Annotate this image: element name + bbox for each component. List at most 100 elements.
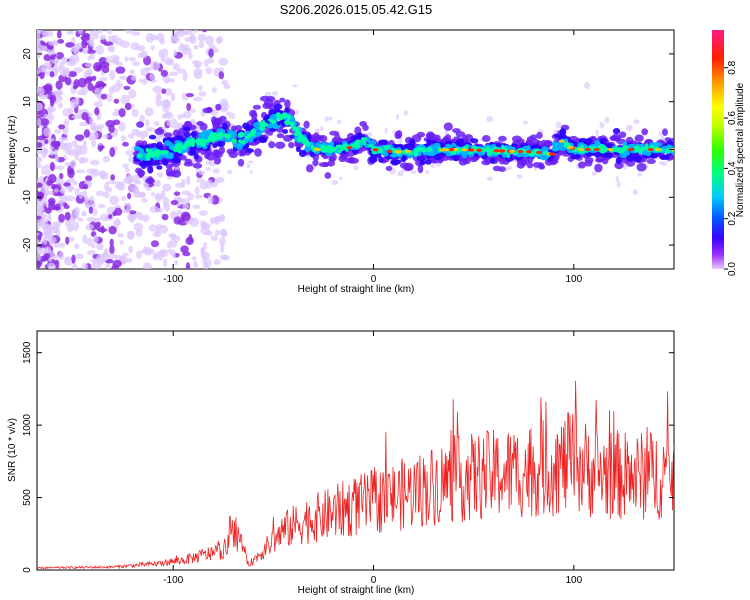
spectrogram-noise-blob	[109, 45, 115, 53]
spectrogram-noise-blob	[213, 47, 219, 54]
bottom-y-tick-label: 0	[22, 567, 33, 573]
spectrogram-noise-blob	[197, 33, 207, 42]
spectrogram-ridge-blob	[241, 140, 246, 145]
spectrogram-noise-blob	[145, 126, 156, 132]
spectrogram-ridge-blob	[183, 126, 190, 132]
spectrogram-noise-blob	[130, 42, 140, 51]
spectrogram-noise-blob	[637, 172, 643, 177]
spectrogram-noise-blob	[67, 236, 75, 242]
spectrogram-ridge-blob	[614, 161, 624, 170]
spectrogram-noise-blob	[194, 186, 200, 195]
spectrogram-noise-blob	[109, 70, 116, 80]
spectrogram-noise-blob	[128, 57, 137, 62]
spectrogram-peak-blob	[386, 149, 393, 154]
spectrogram-ridge-blob	[237, 158, 245, 167]
spectrogram-noise-blob	[295, 109, 300, 116]
spectrogram-ridge-blob	[329, 130, 340, 136]
spectrogram-noise-blob	[160, 99, 171, 108]
spectrogram-ridge-blob	[481, 134, 491, 142]
spectrogram-ridge-blob	[540, 155, 548, 161]
spectrogram-noise-blob	[212, 168, 220, 174]
spectrogram-ridge-blob	[232, 142, 241, 148]
spectrogram-ridge-blob	[615, 156, 622, 165]
spectrogram-ridge-blob	[538, 162, 545, 169]
spectrogram-noise-blob	[50, 140, 61, 148]
spectrogram-noise-blob	[118, 121, 126, 132]
spectrogram-noise-blob	[191, 256, 197, 261]
spectrogram-noise-blob	[125, 167, 130, 173]
spectrogram-noise-blob	[154, 192, 163, 202]
spectrogram-noise-blob	[183, 30, 193, 35]
spectrogram-ridge-blob	[267, 118, 273, 122]
spectrogram-noise-blob	[63, 204, 70, 210]
spectrogram-peak-blob	[525, 150, 532, 154]
spectrogram-ridge-blob	[362, 140, 367, 146]
spectrogram-ridge-blob	[500, 144, 505, 150]
spectrogram-ridge-blob	[623, 151, 631, 156]
spectrogram-noise-blob	[48, 236, 54, 247]
spectrogram-ridge-blob	[239, 147, 247, 157]
spectrogram-ridge-blob	[282, 129, 289, 134]
spectrogram-noise-blob	[160, 69, 169, 77]
spectrogram-ridge-blob	[293, 131, 300, 136]
spectrogram-noise-blob	[94, 107, 100, 116]
spectrogram-noise-blob	[124, 56, 129, 63]
spectrogram-noise-blob	[220, 242, 225, 253]
spectrogram-ridge-blob	[162, 158, 169, 166]
spectrogram-noise-blob	[44, 168, 51, 177]
spectrogram-noise-blob	[120, 135, 127, 142]
spectrogram-ridge-blob	[638, 148, 642, 155]
spectrogram-ridge-blob	[196, 140, 201, 146]
spectrogram-noise-blob	[70, 46, 79, 53]
spectrogram-noise-blob	[397, 170, 404, 177]
spectrogram-noise-blob	[506, 166, 513, 171]
spectrogram-peak-blob	[578, 147, 585, 152]
spectrogram-noise-blob	[187, 193, 195, 201]
spectrogram-ridge-blob	[217, 132, 223, 139]
spectrogram-ridge-blob	[273, 99, 281, 105]
spectrogram-noise-blob	[54, 203, 61, 211]
spectrogram-noise-blob	[221, 254, 230, 261]
spectrogram-noise-blob	[189, 108, 197, 113]
spectrogram-noise-blob	[189, 36, 197, 45]
spectrogram-noise-blob	[66, 30, 75, 35]
spectrogram-ridge-blob	[206, 106, 213, 113]
spectrogram-noise-blob	[70, 211, 80, 220]
spectrogram-ridge-blob	[395, 129, 403, 139]
spectrogram-noise-blob	[219, 105, 228, 113]
spectrogram-noise-blob	[75, 253, 84, 260]
bottom-x-tick-label: 0	[371, 575, 377, 586]
spectrogram-noise-blob	[329, 116, 333, 121]
spectrogram-noise-blob	[522, 120, 528, 125]
spectrogram-ridge-blob	[336, 149, 342, 153]
spectrogram-ridge-blob	[171, 169, 182, 178]
spectrogram-noise-blob	[120, 94, 131, 105]
spectrogram-ridge-blob	[403, 164, 413, 172]
spectrogram-noise-blob	[185, 93, 194, 98]
spectrogram-noise-blob	[148, 224, 156, 232]
spectrogram-noise-blob	[205, 179, 213, 189]
spectrogram-noise-blob	[109, 244, 115, 255]
spectrogram-noise-blob	[246, 163, 251, 169]
colorbar-tick-label: 0.4	[727, 161, 738, 175]
spectrogram-noise-blob	[93, 101, 104, 108]
spectrogram-ridge-blob	[314, 141, 321, 148]
spectrogram-noise-blob	[102, 155, 110, 163]
spectrogram-noise-blob	[425, 170, 430, 175]
spectrogram-noise-blob	[336, 119, 342, 125]
spectrogram-noise-blob	[95, 190, 105, 197]
spectrogram-noise-blob	[64, 141, 73, 152]
spectrogram-noise-blob	[170, 35, 181, 44]
spectrogram-ridge-blob	[222, 122, 228, 131]
spectrogram-noise-blob	[127, 192, 132, 200]
spectrogram-ridge-blob	[613, 146, 618, 152]
spectrogram-noise-blob	[67, 168, 75, 179]
spectrogram-noise-blob	[44, 139, 49, 144]
spectrogram-ridge-blob	[288, 141, 295, 149]
spectrogram-ridge-blob	[146, 148, 153, 154]
spectrogram-ridge-blob	[293, 126, 301, 132]
spectrogram-ridge-blob	[192, 162, 203, 169]
spectrogram-noise-blob	[210, 235, 218, 241]
spectrogram-noise-blob	[192, 96, 203, 102]
